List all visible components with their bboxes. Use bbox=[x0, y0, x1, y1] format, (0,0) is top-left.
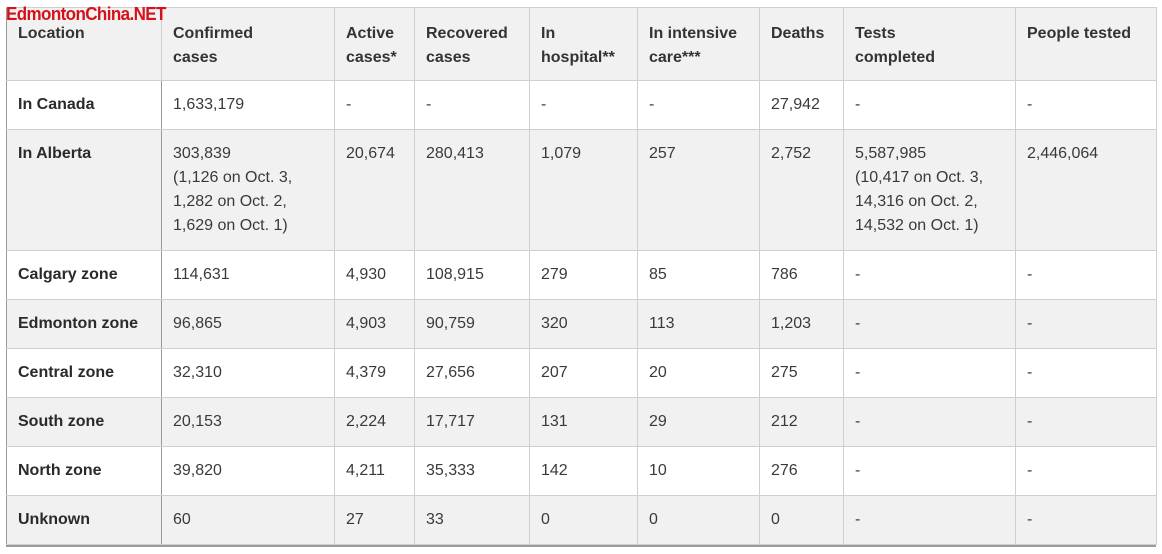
cell-in-hospital: - bbox=[529, 80, 638, 130]
cell-in-hospital: 320 bbox=[529, 299, 638, 349]
cell-location: Unknown bbox=[6, 495, 162, 545]
table-row: Edmonton zone 96,865 4,903 90,759 320 113 1,20… bbox=[6, 299, 1157, 349]
cell-intensive-care: 85 bbox=[637, 250, 760, 300]
cell-tests-completed: - bbox=[843, 495, 1016, 545]
cell-confirmed-cases: 39,820 bbox=[161, 446, 335, 496]
cell-recovered-cases: 33 bbox=[414, 495, 530, 545]
table-bottom-rule bbox=[6, 545, 1156, 547]
header-people-tested: People tested bbox=[1015, 7, 1157, 81]
header-intensive-care: In intensive care*** bbox=[637, 7, 760, 81]
header-location: Location bbox=[6, 7, 162, 81]
cell-deaths: 0 bbox=[759, 495, 844, 545]
header-active-cases: Active cases* bbox=[334, 7, 415, 81]
cell-active-cases: 4,379 bbox=[334, 348, 415, 398]
covid-stats-table: Location Confirmed cases Active cases* Rec… bbox=[6, 7, 1157, 545]
cell-people-tested: 2,446,064 bbox=[1015, 129, 1157, 251]
table-row: South zone 20,153 2,224 17,717 131 29 212- - bbox=[6, 397, 1157, 447]
table-row: North zone 39,820 4,211 35,333 142 10 276- - bbox=[6, 446, 1157, 496]
cell-tests-completed: 5,587,985 (10,417 on Oct. 3, 14,316 on Oct… bbox=[843, 129, 1016, 251]
table-body: In Canada 1,633,179- - - -27,942- - In Alberta… bbox=[6, 80, 1157, 545]
cell-active-cases: 4,903 bbox=[334, 299, 415, 349]
cell-confirmed-cases: 96,865 bbox=[161, 299, 335, 349]
cell-active-cases: 4,211 bbox=[334, 446, 415, 496]
covid-stats-table-frame: Location Confirmed cases Active cases* Rec… bbox=[6, 7, 1157, 547]
cell-recovered-cases: 27,656 bbox=[414, 348, 530, 398]
site-watermark: EdmontonChina.NET bbox=[6, 4, 166, 25]
cell-location: Central zone bbox=[6, 348, 162, 398]
cell-active-cases: 4,930 bbox=[334, 250, 415, 300]
cell-intensive-care: 113 bbox=[637, 299, 760, 349]
header-recovered-cases: Recovered cases bbox=[414, 7, 530, 81]
table-row: In Canada 1,633,179- - - -27,942- - bbox=[6, 80, 1157, 130]
cell-intensive-care: 0 bbox=[637, 495, 760, 545]
cell-deaths: 786 bbox=[759, 250, 844, 300]
cell-recovered-cases: 280,413 bbox=[414, 129, 530, 251]
cell-tests-completed: - bbox=[843, 299, 1016, 349]
cell-confirmed-cases: 20,153 bbox=[161, 397, 335, 447]
cell-tests-completed: - bbox=[843, 397, 1016, 447]
cell-confirmed-cases: 60 bbox=[161, 495, 335, 545]
cell-location: In Alberta bbox=[6, 129, 162, 251]
cell-confirmed-cases: 32,310 bbox=[161, 348, 335, 398]
cell-intensive-care: 10 bbox=[637, 446, 760, 496]
cell-people-tested: - bbox=[1015, 446, 1157, 496]
cell-deaths: 212 bbox=[759, 397, 844, 447]
cell-in-hospital: 0 bbox=[529, 495, 638, 545]
cell-intensive-care: - bbox=[637, 80, 760, 130]
cell-deaths: 275 bbox=[759, 348, 844, 398]
cell-location: Calgary zone bbox=[6, 250, 162, 300]
cell-tests-completed: - bbox=[843, 348, 1016, 398]
cell-recovered-cases: 17,717 bbox=[414, 397, 530, 447]
cell-tests-completed: - bbox=[843, 250, 1016, 300]
cell-recovered-cases: - bbox=[414, 80, 530, 130]
cell-people-tested: - bbox=[1015, 250, 1157, 300]
cell-intensive-care: 20 bbox=[637, 348, 760, 398]
cell-people-tested: - bbox=[1015, 397, 1157, 447]
cell-confirmed-cases: 114,631 bbox=[161, 250, 335, 300]
cell-recovered-cases: 35,333 bbox=[414, 446, 530, 496]
cell-intensive-care: 257 bbox=[637, 129, 760, 251]
cell-location: In Canada bbox=[6, 80, 162, 130]
table-header: Location Confirmed cases Active cases* Rec… bbox=[6, 7, 1157, 81]
cell-deaths: 276 bbox=[759, 446, 844, 496]
header-deaths: Deaths bbox=[759, 7, 844, 81]
header-tests-completed: Tests completed bbox=[843, 7, 1016, 81]
table-row: Central zone 32,310 4,379 27,656 207 20 275- - bbox=[6, 348, 1157, 398]
cell-deaths: 2,752 bbox=[759, 129, 844, 251]
cell-people-tested: - bbox=[1015, 80, 1157, 130]
cell-in-hospital: 279 bbox=[529, 250, 638, 300]
cell-people-tested: - bbox=[1015, 299, 1157, 349]
cell-active-cases: 27 bbox=[334, 495, 415, 545]
header-row: Location Confirmed cases Active cases* Rec… bbox=[6, 7, 1157, 81]
cell-location: Edmonton zone bbox=[6, 299, 162, 349]
cell-active-cases: 2,224 bbox=[334, 397, 415, 447]
cell-recovered-cases: 108,915 bbox=[414, 250, 530, 300]
cell-in-hospital: 1,079 bbox=[529, 129, 638, 251]
cell-active-cases: - bbox=[334, 80, 415, 130]
header-confirmed-cases: Confirmed cases bbox=[161, 7, 335, 81]
cell-deaths: 1,203 bbox=[759, 299, 844, 349]
cell-location: North zone bbox=[6, 446, 162, 496]
cell-people-tested: - bbox=[1015, 495, 1157, 545]
cell-in-hospital: 207 bbox=[529, 348, 638, 398]
cell-in-hospital: 131 bbox=[529, 397, 638, 447]
table-row: Calgary zone 114,631 4,930 108,915 279 85 786-… bbox=[6, 250, 1157, 300]
cell-tests-completed: - bbox=[843, 80, 1016, 130]
table-row: Unknown 60 27 33 0 0 0- - bbox=[6, 495, 1157, 545]
cell-location: South zone bbox=[6, 397, 162, 447]
cell-people-tested: - bbox=[1015, 348, 1157, 398]
cell-active-cases: 20,674 bbox=[334, 129, 415, 251]
cell-tests-completed: - bbox=[843, 446, 1016, 496]
cell-confirmed-cases: 303,839 (1,126 on Oct. 3, 1,282 on Oct. 2,… bbox=[161, 129, 335, 251]
cell-in-hospital: 142 bbox=[529, 446, 638, 496]
cell-intensive-care: 29 bbox=[637, 397, 760, 447]
cell-confirmed-cases: 1,633,179 bbox=[161, 80, 335, 130]
header-in-hospital: In hospital** bbox=[529, 7, 638, 81]
table-row: In Alberta 303,839 (1,126 on Oct. 3, 1,282 … bbox=[6, 129, 1157, 251]
cell-recovered-cases: 90,759 bbox=[414, 299, 530, 349]
cell-deaths: 27,942 bbox=[759, 80, 844, 130]
